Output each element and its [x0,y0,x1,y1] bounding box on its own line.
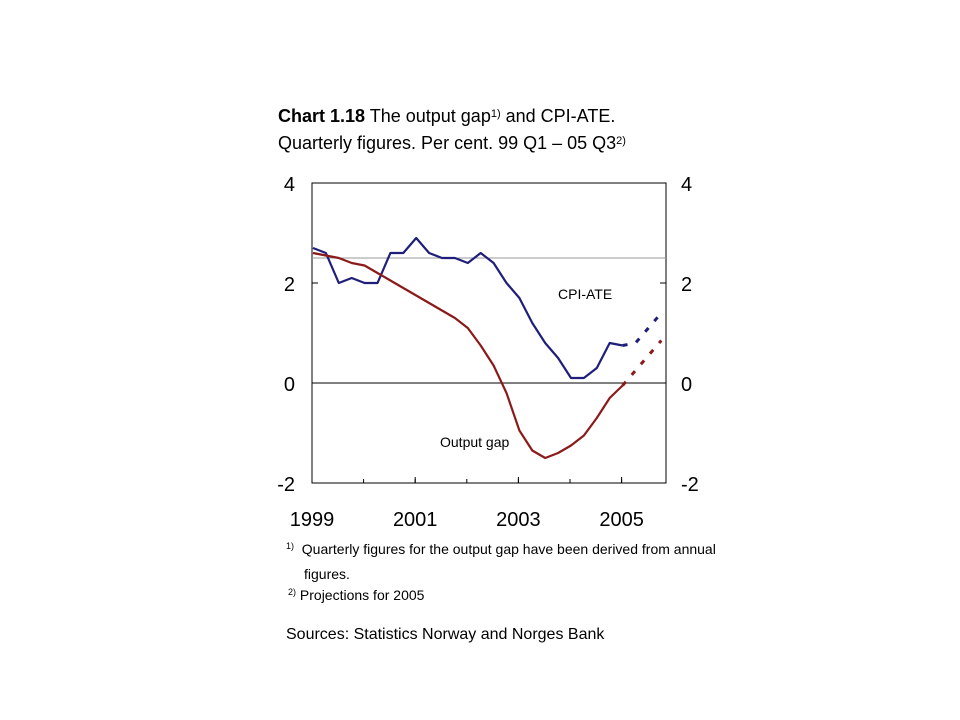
series-cpi-ate [312,236,623,380]
y-tick-label-right-3: -2 [681,474,699,496]
series-output-gap-projection [621,339,663,387]
footnote-1-cont: figures. [304,566,350,582]
y-tick-label-left-1: 2 [284,274,295,296]
title-footnote-1: 1) [490,108,501,120]
footnote-1-line2: figures. [304,566,350,582]
footnote-1-line1: Quarterly figures for the output gap hav… [301,541,716,557]
plot-frame [311,182,667,484]
y-tick-label-right-2: 0 [681,374,692,396]
x-tick-label-2: 2003 [496,509,541,531]
x-tick-label-1: 2001 [393,509,438,531]
series-output-gap [312,251,624,460]
series-label-output-gap: Output gap [440,434,509,450]
x-tick-label-0: 1999 [290,509,335,531]
y-tick-label-right-0: 4 [681,174,692,196]
title-line1: The output gap [369,106,491,126]
y-tick-label-right-1: 2 [681,274,692,296]
footnote-2: 2) Projections for 2005 [288,587,424,603]
title-footnote-2: 2) [616,135,626,147]
series-cpi-ate-projection [622,312,663,347]
title-line1-end: and CPI-ATE. [500,106,616,126]
y-tick-label-left-0: 4 [284,174,295,196]
y-tick-label-left-3: -2 [277,474,295,496]
footnote-1: 1) Quarterly figures for the output gap … [286,541,716,557]
x-tick-label-3: 2005 [599,509,644,531]
footnote-2-mark: 2) [288,587,297,597]
footnote-1-mark: 1) [286,541,295,551]
title-line2: Quarterly figures. Per cent. 99 Q1 – 05 … [278,133,617,153]
chart-title: Chart 1.18 The output gap1) and CPI-ATE.… [278,103,626,157]
footnote-2-text: Projections for 2005 [299,587,425,603]
series-label-cpi-ate: CPI-ATE [558,286,612,302]
sources: Sources: Statistics Norway and Norges Ba… [286,626,605,643]
y-tick-label-left-2: 0 [284,374,295,396]
chart-number: Chart 1.18 [278,106,366,126]
